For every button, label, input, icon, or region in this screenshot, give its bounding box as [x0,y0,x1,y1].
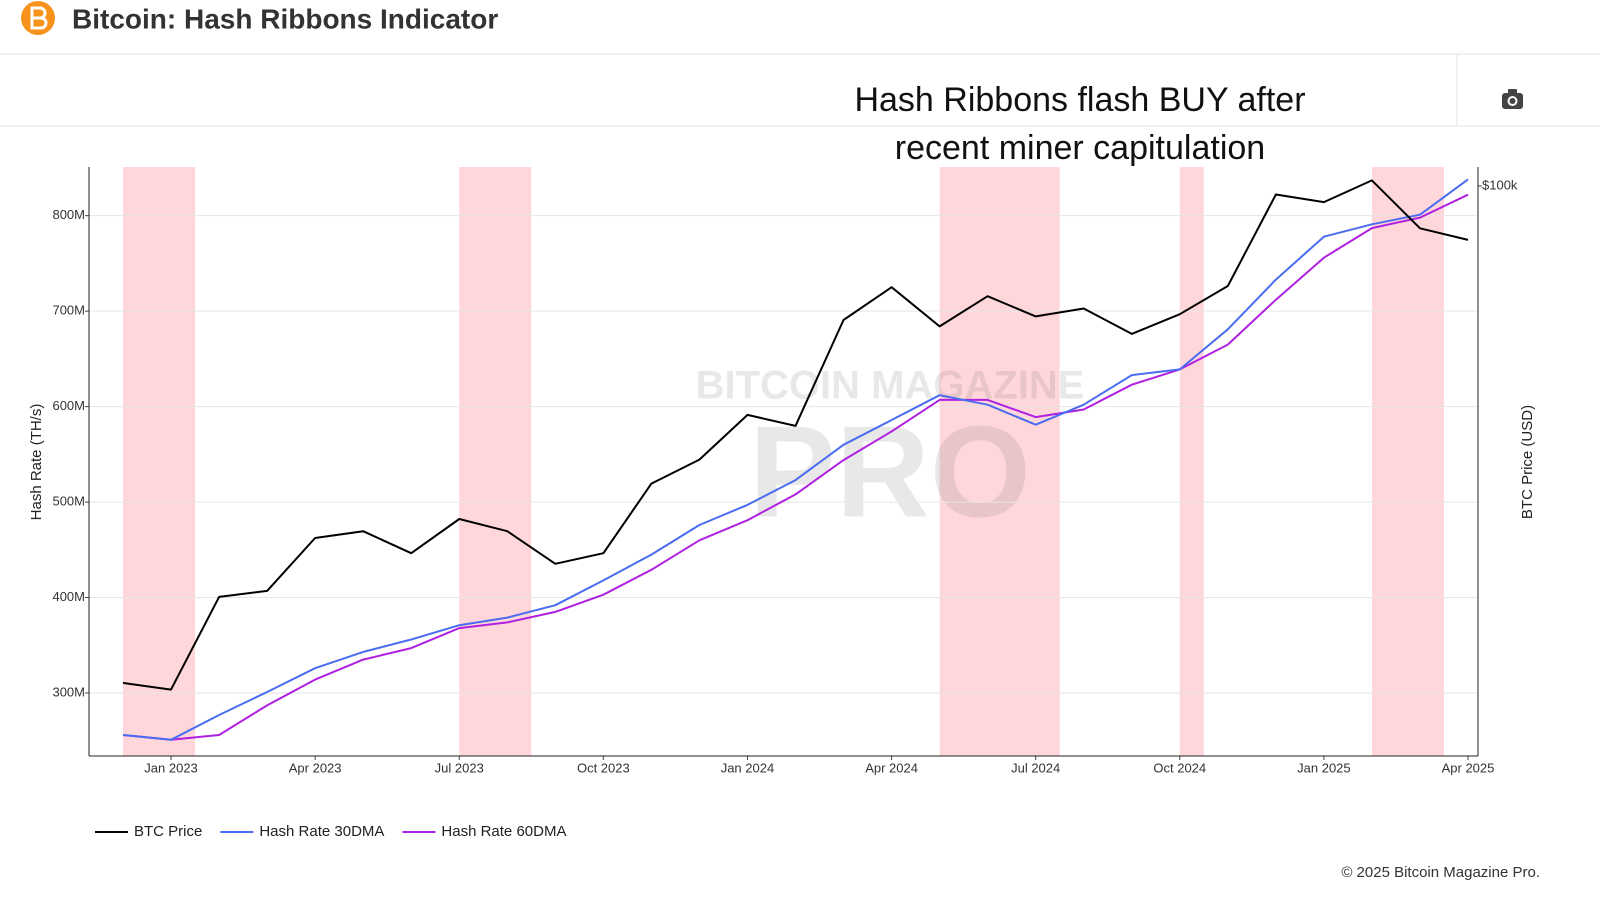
x-tick-label: Jul 2023 [435,760,484,775]
y-tick-label: 400M [52,589,85,604]
y-tick-label: 700M [52,303,85,318]
legend-label: Hash Rate 30DMA [259,823,384,840]
x-tick-label: Jan 2025 [1297,760,1351,775]
bands [123,167,1444,756]
x-tick-label: Oct 2024 [1153,760,1206,775]
x-tick-label: Apr 2025 [1442,760,1495,775]
chart-title: Hash Ribbons flash BUY after recent mine… [854,81,1306,167]
capitulation-band [939,167,1060,756]
x-tick-label: Jul 2024 [1011,760,1060,775]
legend-label: Hash Rate 60DMA [441,823,566,840]
capitulation-band [459,167,532,756]
series-line [122,193,1469,741]
y-tick-label: 500M [52,494,85,509]
copyright: © 2025 Bitcoin Magazine Pro. [1341,864,1540,881]
y-tick-label: 600M [52,398,85,413]
camera-button[interactable] [1502,89,1523,109]
legend-label: BTC Price [134,823,202,840]
bitcoin-icon-glyph [30,6,48,30]
series-line [122,178,1469,741]
y2-tick-label: $100k [1482,177,1518,192]
capitulation-band [1371,167,1444,756]
y-tick-label: 300M [52,684,85,699]
x-tick-label: Jan 2024 [721,760,775,775]
camera-top [1508,89,1517,94]
x-tick-label: Apr 2023 [289,760,342,775]
x-tick-label: Jan 2023 [144,760,198,775]
camera-lens-inner [1509,98,1516,104]
capitulation-band [1179,167,1204,756]
watermark-text: BITCOIN MAGAZINE [696,364,1085,408]
y2-axis-label: BTC Price (USD) [1519,405,1536,519]
x-tick-label: Apr 2024 [865,760,918,775]
y-tick-label: 800M [52,207,85,222]
capitulation-band [123,167,196,756]
series-line [122,179,1469,691]
y-axis-label: Hash Rate (TH/s) [28,404,45,521]
x-tick-label: Oct 2023 [577,760,630,775]
page-title: Bitcoin: Hash Ribbons Indicator [72,3,498,34]
